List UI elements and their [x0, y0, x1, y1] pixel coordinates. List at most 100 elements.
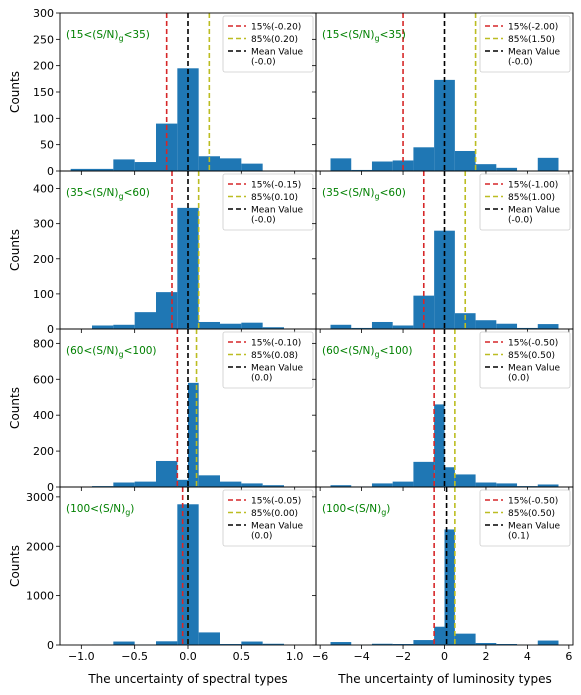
- panel-2-0: 0200400600800(60<(S/N)g<100)15%(-0.10)85…: [8, 329, 316, 494]
- histogram-bar: [241, 323, 262, 329]
- histogram-bar: [496, 483, 517, 487]
- histogram-bar: [135, 162, 156, 171]
- x-tick-label: 0: [441, 650, 448, 663]
- histogram-bar: [496, 324, 517, 329]
- histogram-bar: [113, 325, 134, 329]
- y-tick-label: 400: [33, 183, 54, 196]
- panel-label: (60<(S/N)g<100): [66, 345, 157, 359]
- histogram-bar: [476, 320, 497, 329]
- histogram-bar: [220, 324, 241, 329]
- legend-entry-p85: 85%(0.10): [251, 193, 298, 203]
- x-tick-label: 2: [482, 650, 489, 663]
- legend-entry-mean-value: (0.0): [251, 374, 272, 384]
- panel-label: (100<(S/N)g): [66, 503, 134, 517]
- panel-label: (35<(S/N)g<60): [66, 187, 150, 201]
- legend-entry-p15: 15%(-0.10): [251, 339, 301, 349]
- y-tick-label: 200: [33, 253, 54, 266]
- y-tick-label: 3000: [26, 491, 54, 504]
- histogram-bar: [241, 483, 262, 487]
- histogram-bar: [455, 151, 476, 171]
- histogram-bar: [177, 480, 188, 487]
- panel-label-main: (60<(S/N): [322, 345, 375, 357]
- y-tick-label: 100: [33, 112, 54, 125]
- histogram-bar: [220, 158, 241, 171]
- panel-label: (100<(S/N)g): [322, 503, 390, 517]
- histogram-bar: [372, 162, 393, 171]
- y-axis-label: Counts: [8, 229, 22, 271]
- histogram-bar: [393, 325, 414, 329]
- histogram-bar: [538, 324, 559, 329]
- legend-entry-mean-value: (0.1): [508, 532, 529, 542]
- histogram-bar: [455, 634, 476, 645]
- y-tick-label: 200: [33, 60, 54, 73]
- legend-entry-p85: 85%(0.50): [508, 351, 555, 361]
- histogram-bar: [199, 632, 220, 645]
- histogram-bar: [434, 404, 444, 487]
- legend-entry-mean-value: (-0.0): [251, 216, 276, 226]
- x-tick-label: 4: [524, 650, 531, 663]
- y-tick-label: 300: [33, 7, 54, 20]
- histogram-bar: [92, 325, 113, 329]
- legend-entry-mean: Mean Value: [508, 364, 561, 374]
- legend-entry-p15: 15%(-0.50): [508, 339, 558, 349]
- panel-label-main: (60<(S/N): [66, 345, 119, 357]
- x-axis-label-spectral: The uncertainty of spectral types: [87, 672, 287, 686]
- histogram-bar: [113, 642, 134, 645]
- x-tick-label: −6: [312, 650, 328, 663]
- y-tick-label: 250: [33, 33, 54, 46]
- legend-entry-p15: 15%(-0.50): [508, 497, 558, 507]
- panel-1-1: (35<(S/N)g<60)15%(-1.00)85%(1.00)Mean Va…: [312, 171, 573, 333]
- y-tick-label: 800: [33, 337, 54, 350]
- legend-entry-p15: 15%(-0.20): [251, 23, 301, 33]
- panel-label-main: (15<(S/N): [322, 29, 375, 41]
- legend-entry-p15: 15%(-1.00): [508, 181, 558, 191]
- panel-0-1: (15<(S/N)g<35)15%(-2.00)85%(1.50)Mean Va…: [312, 13, 573, 175]
- histogram-bar: [455, 474, 476, 487]
- histogram-bar: [113, 483, 134, 487]
- y-axis-label: Counts: [8, 71, 22, 113]
- histogram-bar: [156, 124, 177, 171]
- y-tick-label: 150: [33, 86, 54, 99]
- y-axis-label: Counts: [8, 545, 22, 587]
- histogram-bar: [476, 164, 497, 171]
- panel-label-main: (35<(S/N): [322, 187, 375, 199]
- legend-entry-mean-value: (-0.0): [251, 58, 276, 68]
- y-tick-label: 200: [33, 445, 54, 458]
- legend-entry-p15: 15%(-2.00): [508, 23, 558, 33]
- x-tick-label: −1.0: [68, 650, 95, 663]
- histogram-bar: [434, 627, 444, 645]
- legend-entry-p85: 85%(0.00): [251, 509, 298, 519]
- legend-entry-p85: 85%(0.08): [251, 351, 298, 361]
- legend-entry-mean-value: (0.0): [251, 532, 272, 542]
- legend-entry-mean-value: (0.0): [508, 374, 529, 384]
- histogram-bar: [113, 159, 134, 171]
- panel-label-tail: <35): [380, 29, 406, 41]
- histogram-bar: [372, 322, 393, 329]
- legend-entry-p15: 15%(-0.15): [251, 181, 301, 191]
- panel-label: (15<(S/N)g<35): [66, 29, 150, 43]
- panel-label: (35<(S/N)g<60): [322, 187, 406, 201]
- legend-entry-p15: 15%(-0.05): [251, 497, 301, 507]
- histogram-bar: [156, 641, 177, 645]
- x-axis-label-luminosity: The uncertainty of luminosity types: [337, 672, 551, 686]
- histogram-bar: [220, 482, 241, 487]
- panel-label-tail: ): [386, 503, 390, 515]
- panel-label-tail: ): [130, 503, 134, 515]
- legend-entry-p85: 85%(1.50): [508, 35, 555, 45]
- x-tick-label: −0.5: [121, 650, 148, 663]
- legend-entry-p85: 85%(1.00): [508, 193, 555, 203]
- legend-entry-mean: Mean Value: [251, 48, 304, 58]
- y-tick-label: 1000: [26, 590, 54, 603]
- histogram-bar: [538, 641, 559, 645]
- histogram-bar: [241, 642, 262, 645]
- x-tick-label: 6: [565, 650, 572, 663]
- panel-label-tail: <60): [380, 187, 406, 199]
- histogram-bar: [135, 482, 156, 487]
- x-tick-label: 0.0: [179, 650, 197, 663]
- histogram-bar: [413, 147, 434, 171]
- histogram-bar: [538, 158, 559, 171]
